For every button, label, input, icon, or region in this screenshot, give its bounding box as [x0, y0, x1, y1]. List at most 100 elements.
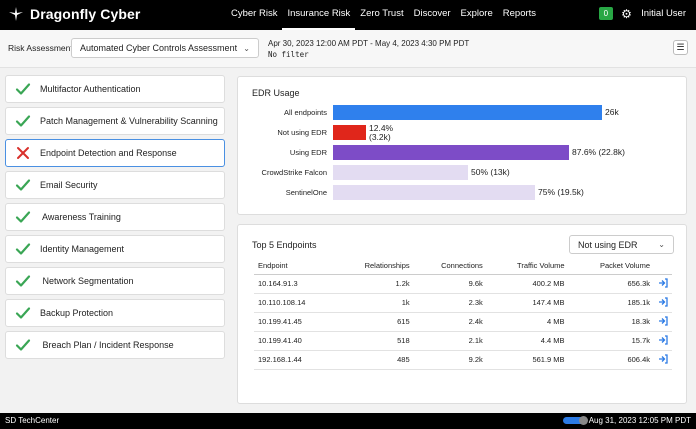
- col-traffic-volume[interactable]: Traffic Volume: [486, 258, 569, 275]
- col-action: [654, 258, 672, 275]
- bar[interactable]: [333, 165, 468, 180]
- gear-icon[interactable]: ⚙: [621, 6, 632, 21]
- col-packet-volume[interactable]: Packet Volume: [568, 258, 654, 275]
- theme-toggle[interactable]: [562, 416, 588, 425]
- table-cell: 18.3k: [568, 312, 654, 332]
- table-cell: 2.4k: [413, 312, 487, 332]
- table-cell: 10.110.108.14: [254, 293, 336, 313]
- main-nav: Cyber Risk Insurance Risk Zero Trust Dis…: [226, 0, 541, 30]
- control-item-label: Backup Protection: [40, 308, 114, 318]
- open-endpoint-icon[interactable]: [654, 331, 672, 351]
- nav-reports[interactable]: Reports: [502, 8, 537, 19]
- check-icon: [15, 177, 31, 193]
- nav-cyber-risk[interactable]: Cyber Risk: [231, 8, 278, 19]
- check-icon: [15, 273, 31, 289]
- bar[interactable]: [333, 105, 602, 120]
- bar-category-label: Not using EDR: [277, 128, 327, 137]
- table-cell: 615: [335, 312, 414, 332]
- top5-filter-select[interactable]: Not using EDR ⌄: [569, 235, 674, 254]
- control-item-label: Email Security: [40, 180, 98, 190]
- bar[interactable]: [333, 125, 366, 140]
- control-item[interactable]: Multifactor Authentication: [5, 75, 225, 103]
- chevron-down-icon: ⌄: [243, 43, 250, 53]
- notification-badge[interactable]: 0: [598, 7, 614, 20]
- table-cell: 10.199.41.40: [254, 331, 336, 351]
- nav-insurance-risk[interactable]: Insurance Risk: [282, 0, 356, 30]
- table-row[interactable]: 10.110.108.14 1k 2.3k 147.4 MB 185.1k: [254, 293, 672, 313]
- top-nav-bar: Dragonfly Cyber Cyber Risk Insurance Ris…: [0, 0, 696, 30]
- bar-category-label: Using EDR: [289, 148, 327, 157]
- table-row[interactable]: 10.199.41.40 518 2.1k 4.4 MB 15.7k: [254, 331, 672, 351]
- top5-filter-value: Not using EDR: [578, 239, 638, 250]
- table-cell: 485: [335, 350, 414, 370]
- table-cell: 10.199.41.45: [254, 312, 336, 332]
- nav-explore[interactable]: Explore: [460, 8, 493, 19]
- nav-discover[interactable]: Discover: [413, 8, 451, 19]
- table-cell: 518: [335, 331, 414, 351]
- table-cell: 10.164.91.3: [254, 274, 336, 294]
- control-item[interactable]: Awareness Training: [5, 203, 225, 231]
- table-cell: 15.7k: [568, 331, 654, 351]
- footer-left-text: SD TechCenter: [5, 416, 60, 425]
- bar-category-label: All endpoints: [284, 108, 327, 117]
- control-item[interactable]: Patch Management & Vulnerability Scannin…: [5, 107, 225, 135]
- table-row[interactable]: 10.164.91.3 1.2k 9.6k 400.2 MB 656.3k: [254, 274, 672, 294]
- bar[interactable]: [333, 145, 569, 160]
- user-menu[interactable]: Initial User: [641, 8, 686, 19]
- col-relationships[interactable]: Relationships: [335, 258, 414, 275]
- control-item-label: Multifactor Authentication: [40, 84, 141, 94]
- top5-title: Top 5 Endpoints: [252, 240, 317, 250]
- control-item[interactable]: Breach Plan / Incident Response: [5, 331, 225, 359]
- edr-usage-title: EDR Usage: [252, 88, 300, 98]
- date-range: Apr 30, 2023 12:00 AM PDT - May 4, 2023 …: [268, 39, 470, 48]
- date-range-block[interactable]: Apr 30, 2023 12:00 AM PDT - May 4, 2023 …: [268, 38, 469, 60]
- hamburger-icon: ☰: [676, 42, 685, 52]
- open-endpoint-icon[interactable]: [654, 312, 672, 332]
- footer: SD TechCenter Aug 31, 2023 12:05 PM PDT: [0, 413, 696, 429]
- col-connections[interactable]: Connections: [413, 258, 487, 275]
- bar-category-label: CrowdStrike Falcon: [261, 168, 327, 177]
- control-item-label: Identity Management: [40, 244, 125, 254]
- table-cell: 1.2k: [335, 274, 414, 294]
- table-header-row: Endpoint Relationships Connections Traff…: [254, 258, 672, 275]
- bar-value-label: 87.6% (22.8k): [572, 147, 625, 157]
- open-endpoint-icon[interactable]: [654, 293, 672, 313]
- check-icon: [15, 113, 31, 129]
- table-cell: 4 MB: [486, 312, 569, 332]
- table-cell: 400.2 MB: [486, 274, 569, 294]
- table-row[interactable]: 192.168.1.44 485 9.2k 561.9 MB 606.4k: [254, 350, 672, 370]
- footer-timestamp: Aug 31, 2023 12:05 PM PDT: [588, 416, 691, 425]
- table-cell: 192.168.1.44: [254, 350, 336, 370]
- control-item[interactable]: Endpoint Detection and Response: [5, 139, 225, 167]
- assessment-select-value: Automated Cyber Controls Assessment: [80, 43, 238, 53]
- control-item[interactable]: Identity Management: [5, 235, 225, 263]
- dragonfly-logo-icon: [9, 7, 23, 21]
- risk-assessment-label: Risk Assessment: [8, 43, 73, 53]
- control-item[interactable]: Network Segmentation: [5, 267, 225, 295]
- table-cell: 1k: [335, 293, 414, 313]
- bar-category-label: SentinelOne: [285, 188, 327, 197]
- nav-zero-trust[interactable]: Zero Trust: [360, 8, 404, 19]
- assessment-select[interactable]: Automated Cyber Controls Assessment ⌄: [71, 38, 259, 58]
- brand[interactable]: Dragonfly Cyber: [8, 6, 140, 22]
- table-cell: 2.3k: [413, 293, 487, 313]
- col-endpoint[interactable]: Endpoint: [254, 258, 336, 275]
- check-icon: [15, 81, 31, 97]
- table-row[interactable]: 10.199.41.45 615 2.4k 4 MB 18.3k: [254, 312, 672, 332]
- table-cell: 606.4k: [568, 350, 654, 370]
- control-item-label: Breach Plan / Incident Response: [40, 340, 174, 350]
- x-icon: [15, 145, 31, 161]
- open-endpoint-icon[interactable]: [654, 350, 672, 370]
- control-item[interactable]: Email Security: [5, 171, 225, 199]
- control-item-label: Patch Management & Vulnerability Scannin…: [40, 116, 218, 126]
- chevron-down-icon: ⌄: [658, 240, 665, 249]
- control-item-label: Network Segmentation: [40, 276, 134, 286]
- filter-row: Risk Assessment Automated Cyber Controls…: [0, 30, 696, 68]
- check-icon: [15, 305, 31, 321]
- bar[interactable]: [333, 185, 535, 200]
- filter-status: No filter: [268, 50, 309, 59]
- table-cell: 9.6k: [413, 274, 487, 294]
- menu-button[interactable]: ☰: [673, 40, 688, 55]
- control-item[interactable]: Backup Protection: [5, 299, 225, 327]
- open-endpoint-icon[interactable]: [654, 274, 672, 294]
